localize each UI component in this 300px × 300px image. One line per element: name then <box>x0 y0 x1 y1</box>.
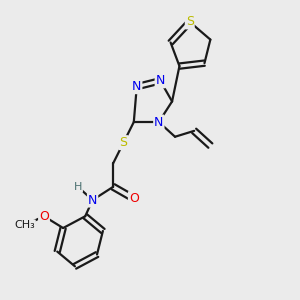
Text: N: N <box>132 80 141 93</box>
Text: O: O <box>129 192 139 205</box>
Text: O: O <box>39 210 49 223</box>
Text: S: S <box>119 136 128 149</box>
Text: N: N <box>154 116 164 128</box>
Text: S: S <box>186 15 194 28</box>
Text: H: H <box>74 182 82 192</box>
Text: N: N <box>88 194 97 207</box>
Text: CH₃: CH₃ <box>14 220 35 230</box>
Text: N: N <box>156 74 165 87</box>
